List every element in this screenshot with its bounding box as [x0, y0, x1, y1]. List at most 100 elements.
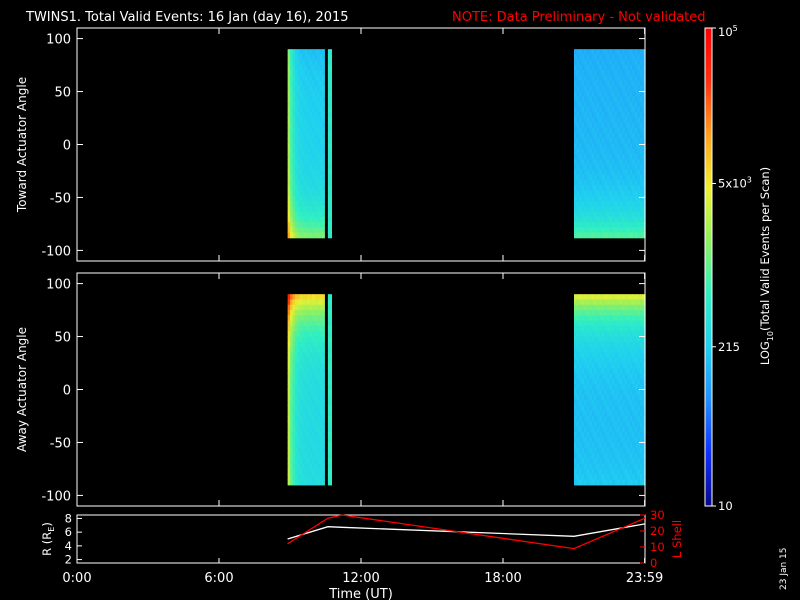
heatmap-cell: [294, 304, 299, 311]
heatmap-cell: [292, 169, 296, 176]
heatmap-cell: [287, 400, 291, 406]
heatmap-cell: [307, 138, 311, 145]
heatmap-cell: [327, 153, 333, 160]
heatmap-cell: [601, 331, 606, 338]
heatmap-cell: [302, 221, 306, 228]
heatmap-cell: [307, 437, 311, 444]
heatmap-cell: [619, 195, 623, 202]
heatmap-cell: [307, 447, 311, 454]
heatmap-cell: [287, 127, 291, 134]
heatmap-cell: [312, 206, 316, 213]
heatmap-cell: [294, 70, 299, 76]
heatmap-cell: [637, 206, 641, 213]
heatmap-cell: [594, 405, 598, 412]
heatmap-cell: [596, 101, 600, 108]
heatmap-cell: [319, 336, 323, 343]
heatmap-cell: [606, 96, 611, 103]
heatmap-cell: [304, 159, 308, 165]
heatmap-cell: [294, 415, 299, 422]
heatmap-cell: [614, 117, 618, 124]
heatmap-cell: [629, 180, 633, 186]
heatmap-cell: [584, 174, 588, 181]
heatmap-cell: [294, 117, 299, 124]
heatmap-cell: [634, 91, 638, 97]
heatmap-cell: [589, 64, 593, 71]
heatmap-cell: [294, 442, 299, 449]
heatmap-cell: [632, 112, 636, 118]
heatmap-cell: [294, 122, 299, 129]
heatmap-cell: [287, 336, 291, 343]
heatmap-cell: [591, 232, 595, 239]
heatmap-cell: [599, 331, 603, 338]
heatmap-cell: [287, 195, 291, 202]
heatmap-cell: [302, 304, 306, 311]
heatmap-cell: [302, 299, 306, 306]
heatmap-cell: [619, 54, 623, 61]
heatmap-cell: [601, 138, 606, 145]
heatmap-cell: [589, 164, 593, 171]
heatmap-cell: [642, 479, 646, 486]
heatmap-cell: [634, 384, 638, 391]
heatmap-cell: [309, 468, 313, 475]
heatmap-cell: [319, 91, 323, 97]
heatmap-cell: [307, 216, 311, 223]
heatmap-cell: [634, 320, 638, 327]
heatmap-cell: [309, 431, 313, 438]
heatmap-cell: [632, 96, 636, 103]
heatmap-cell: [622, 201, 626, 207]
heatmap-cell: [629, 479, 633, 486]
heatmap-cell: [574, 132, 578, 139]
heatmap-cell: [594, 453, 598, 459]
heatmap-cell: [604, 294, 608, 301]
heatmap-cell: [576, 368, 580, 375]
heatmap-cell: [309, 442, 313, 449]
heatmap-cell: [589, 75, 593, 82]
heatmap-cell: [584, 378, 588, 385]
heatmap-cell: [604, 442, 608, 449]
heatmap-cell: [302, 453, 306, 459]
heatmap-cell: [319, 389, 323, 396]
heatmap-cell: [309, 373, 313, 380]
heatmap-cell: [596, 378, 600, 385]
heatmap-cell: [639, 132, 644, 139]
colorbar-tick-label: 5x103: [718, 175, 752, 190]
heatmap-cell: [574, 148, 578, 155]
heatmap-cell: [307, 70, 311, 76]
heatmap-cell: [574, 389, 578, 396]
heatmap-cell: [622, 479, 626, 486]
heatmap-cell: [299, 474, 303, 481]
heatmap-cell: [287, 49, 291, 56]
heatmap-cell: [596, 106, 600, 113]
heatmap-cell: [292, 373, 296, 380]
heatmap-cell: [632, 54, 636, 61]
heatmap-cell: [614, 378, 618, 385]
y2-tick-label: 30: [650, 508, 665, 522]
heatmap-cell: [579, 54, 583, 61]
heatmap-cell: [634, 221, 638, 228]
heatmap-cell: [634, 410, 638, 417]
heatmap-cell: [637, 143, 641, 150]
heatmap-cell: [319, 122, 323, 129]
heatmap-cell: [294, 59, 299, 66]
heatmap-cell: [314, 122, 318, 129]
heatmap-cell: [316, 164, 321, 171]
heatmap-cell: [321, 431, 325, 438]
heatmap-cell: [302, 138, 306, 145]
heatmap-cell: [312, 132, 316, 139]
heatmap-cell: [606, 101, 611, 108]
heatmap-cell: [599, 185, 603, 192]
heatmap-cell: [614, 341, 618, 348]
heatmap-cell: [574, 174, 578, 181]
heatmap-cell: [634, 352, 638, 359]
heatmap-cell: [614, 394, 618, 401]
heatmap-cell: [574, 320, 578, 327]
heatmap-cell: [297, 201, 301, 207]
heatmap-cell: [581, 299, 585, 306]
heatmap-cell: [601, 232, 606, 239]
heatmap-cell: [581, 221, 585, 228]
heatmap-cell: [290, 80, 294, 87]
heatmap-cell: [591, 405, 595, 412]
heatmap-cell: [594, 415, 598, 422]
heatmap-cell: [307, 426, 311, 433]
heatmap-cell: [612, 112, 616, 118]
